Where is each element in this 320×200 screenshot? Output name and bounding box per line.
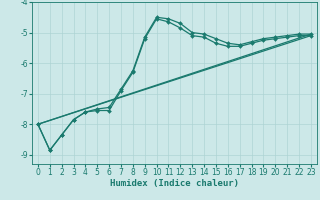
X-axis label: Humidex (Indice chaleur): Humidex (Indice chaleur) <box>110 179 239 188</box>
